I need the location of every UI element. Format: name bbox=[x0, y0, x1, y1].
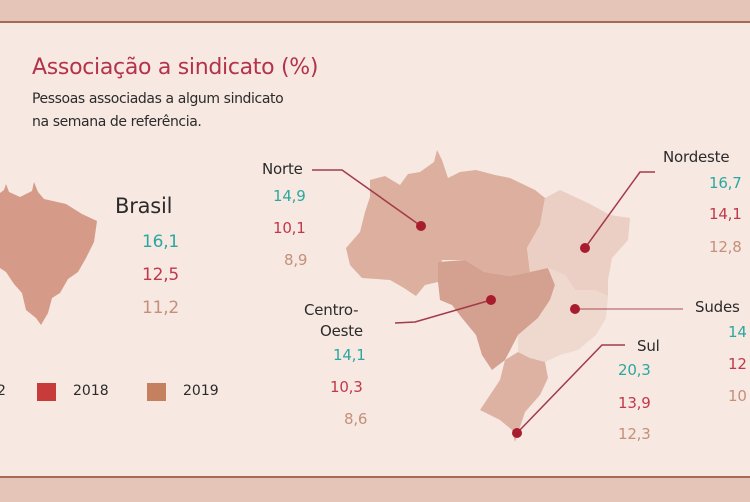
value-norte-2019: 8,9 bbox=[284, 251, 308, 269]
legend-label-2019: 2019 bbox=[183, 383, 219, 399]
legend-label-first: 2 bbox=[0, 383, 6, 399]
region-norte bbox=[346, 150, 545, 296]
value-brasil-first: 16,1 bbox=[142, 232, 180, 252]
value-sul-2018: 13,9 bbox=[618, 394, 651, 412]
value-sudeste-2018: 12 bbox=[728, 355, 747, 373]
marker-norte bbox=[416, 221, 426, 231]
region-label-centro-oeste-1: Centro- bbox=[304, 301, 359, 319]
legend-swatch-2019 bbox=[147, 383, 166, 401]
value-brasil-2019: 11,2 bbox=[142, 298, 180, 318]
leader-norte bbox=[312, 169, 422, 227]
legend-swatch-2018 bbox=[37, 383, 56, 401]
region-nordeste bbox=[527, 190, 630, 296]
leader-centro-oeste bbox=[394, 299, 492, 324]
top-band bbox=[0, 0, 750, 23]
value-sudeste-first: 14 bbox=[728, 323, 747, 341]
region-label-centro-oeste-2: Oeste bbox=[320, 322, 363, 340]
subtitle-line-1: Pessoas associadas a algum sindicato bbox=[32, 91, 284, 107]
value-nordeste-2018: 14,1 bbox=[709, 205, 742, 223]
value-norte-first: 14,9 bbox=[273, 187, 306, 205]
region-label-sudeste: Sudes bbox=[695, 298, 740, 316]
region-sudeste bbox=[518, 268, 608, 362]
value-brasil-2018: 12,5 bbox=[142, 265, 180, 285]
region-centro-oeste bbox=[438, 260, 555, 370]
value-nordeste-2019: 12,8 bbox=[709, 238, 742, 256]
value-centro-oeste-2019: 8,6 bbox=[344, 410, 368, 428]
value-sudeste-2019: 10 bbox=[728, 387, 747, 405]
value-centro-oeste-2018: 10,3 bbox=[330, 378, 363, 396]
region-label-brasil: Brasil bbox=[115, 194, 173, 218]
subtitle-line-2: na semana de referência. bbox=[32, 114, 202, 130]
value-sul-2019: 12,3 bbox=[618, 425, 651, 443]
leader-sul bbox=[516, 344, 625, 434]
marker-sudeste bbox=[570, 304, 580, 314]
value-centro-oeste-first: 14,1 bbox=[333, 346, 366, 364]
region-label-nordeste: Nordeste bbox=[663, 148, 730, 166]
region-sul bbox=[480, 352, 548, 442]
region-label-sul: Sul bbox=[637, 337, 660, 355]
value-sul-first: 20,3 bbox=[618, 361, 651, 379]
region-label-norte: Norte bbox=[262, 160, 303, 178]
marker-nordeste bbox=[580, 243, 590, 253]
value-norte-2018: 10,1 bbox=[273, 219, 306, 237]
marker-centro-oeste bbox=[486, 295, 496, 305]
brasil-map-small bbox=[0, 182, 97, 325]
bottom-band bbox=[0, 476, 750, 502]
value-nordeste-first: 16,7 bbox=[709, 174, 742, 192]
leader-nordeste bbox=[584, 171, 655, 249]
legend-label-2018: 2018 bbox=[73, 383, 109, 399]
chart-title: Associação a sindicato (%) bbox=[32, 55, 319, 80]
chart-subtitle: Pessoas associadas a algum sindicato na … bbox=[32, 88, 392, 134]
marker-sul bbox=[512, 428, 522, 438]
